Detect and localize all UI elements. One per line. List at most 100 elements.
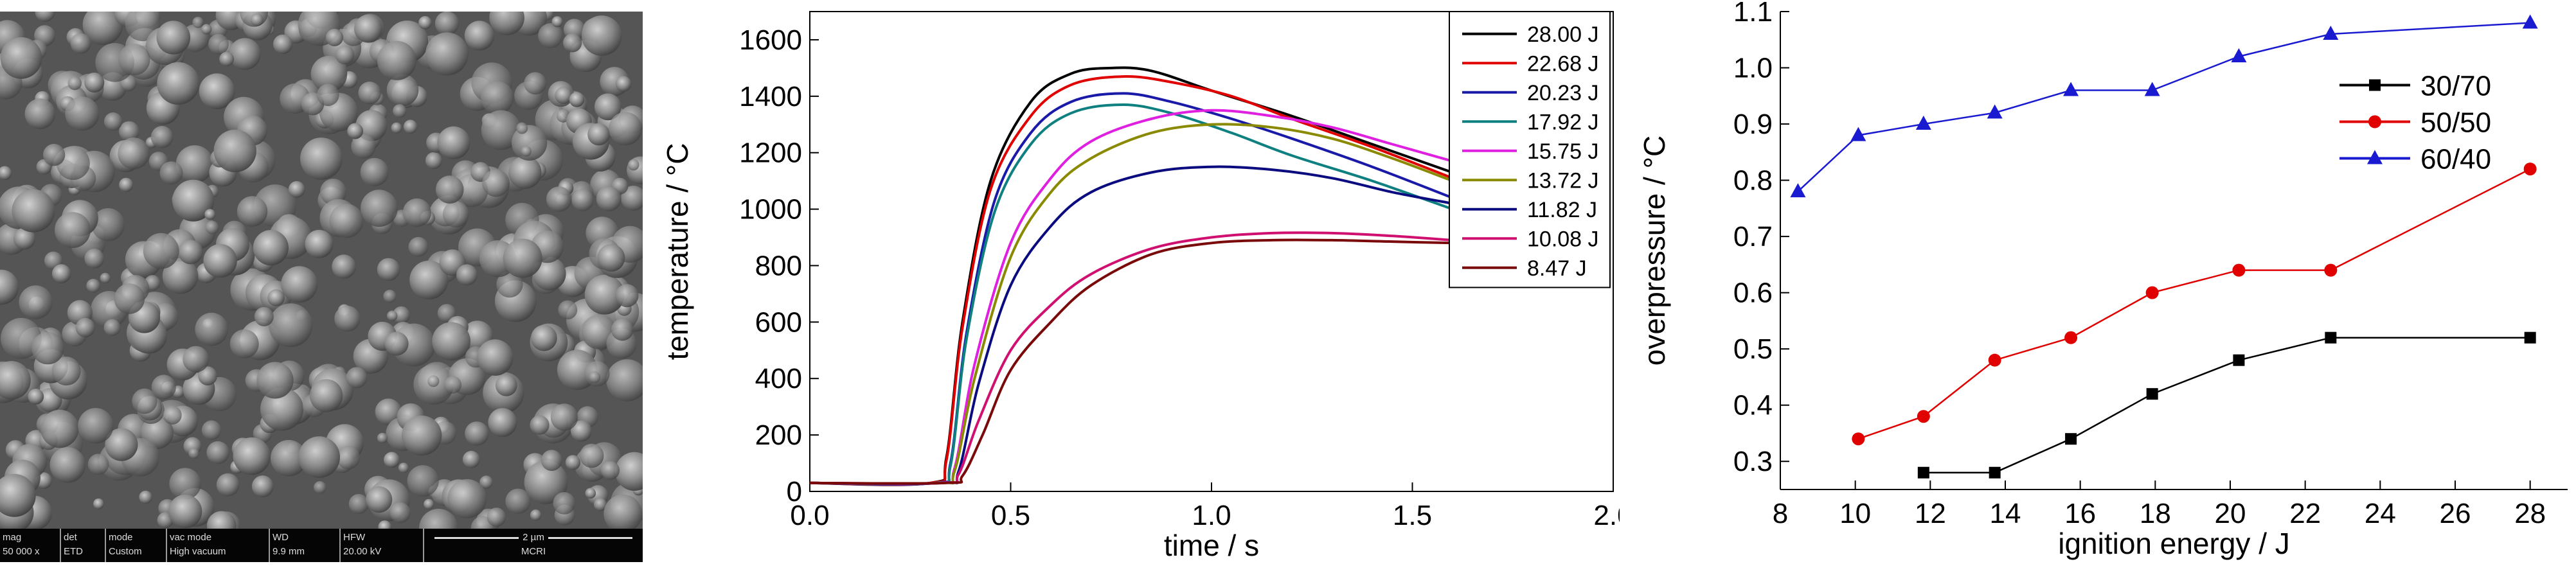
y-tick-label: 1000	[739, 194, 802, 225]
y-tick-label: 0.6	[1733, 278, 1773, 309]
sem-label-hfw: HFW	[343, 532, 366, 543]
x-tick-label: 1.0	[1192, 500, 1231, 531]
legend-marker-square	[2369, 79, 2381, 91]
series-line-1	[1857, 168, 2531, 440]
legend-label-7: 10.08 J	[1527, 227, 1599, 251]
data-point-triangle	[1850, 127, 1866, 141]
x-axis-label: time / s	[1164, 529, 1259, 562]
y-tick-label: 0	[787, 476, 802, 507]
sem-value-mode: Custom	[109, 546, 142, 557]
data-point-triangle	[2323, 26, 2339, 40]
data-point-square	[2233, 354, 2245, 366]
sem-label-mag: mag	[3, 532, 22, 543]
sem-info-wd: WD 9.9 mm	[270, 529, 341, 562]
data-point-square	[1989, 466, 2001, 479]
y-tick-label: 1.0	[1733, 53, 1773, 84]
data-point-square	[1917, 466, 1929, 479]
data-point-circle	[2324, 263, 2338, 277]
series-line-0	[809, 66, 1453, 486]
data-point-circle	[2145, 286, 2159, 299]
sem-label-det: det	[64, 532, 77, 543]
legend-label-1: 50/50	[2420, 107, 2491, 138]
overpressure-chart: 8 10 12 14 16 18 20 22 24 26 28 0.3 0.4 0.5 0.6 0.7 0.8 0…	[1638, 0, 2568, 560]
sem-info-scale: 2 µm MCRI	[424, 529, 643, 562]
y-tick-label: 0.5	[1733, 333, 1773, 365]
x-tick-label: 18	[2140, 498, 2171, 529]
data-point-circle	[1917, 410, 1930, 423]
sem-image	[0, 12, 643, 562]
y-tick-label: 1400	[739, 81, 802, 112]
data-point-triangle	[1915, 116, 1931, 130]
legend-marker-circle	[2368, 115, 2381, 128]
data-point-triangle	[2231, 48, 2247, 63]
x-tick-label: 24	[2365, 498, 2396, 529]
x-tick-label: 20	[2215, 498, 2246, 529]
legend-label-1: 22.68 J	[1527, 51, 1599, 76]
data-point-square	[2524, 331, 2536, 344]
x-tick-label: 2.0	[1593, 500, 1620, 531]
x-tick-label: 12	[1915, 498, 1946, 529]
data-point-square	[2065, 433, 2077, 445]
series-line-8	[809, 238, 1453, 485]
x-tick-label: 0.0	[790, 500, 829, 531]
data-point-circle	[2232, 263, 2246, 277]
series-line-2	[809, 92, 1453, 486]
sem-info-vac: vac mode High vacuum	[167, 529, 270, 562]
legend-label-4: 15.75 J	[1527, 139, 1599, 164]
sem-value-hfw: 20.00 kV	[343, 546, 382, 557]
legend-label-3: 17.92 J	[1527, 110, 1599, 134]
sem-scale-label: 2 µm	[519, 532, 548, 543]
sem-info-mag: mag 50 000 x	[0, 529, 61, 562]
sem-label-vac: vac mode	[170, 532, 212, 543]
data-point-triangle	[2063, 82, 2079, 96]
data-point-triangle	[2144, 82, 2160, 96]
series-line-3	[809, 103, 1453, 486]
y-axis-label: temperature / °C	[661, 143, 694, 360]
y-tick-label: 1.1	[1733, 0, 1773, 28]
legend-label-8: 8.47 J	[1527, 256, 1587, 281]
legend-label-0: 28.00 J	[1527, 22, 1599, 47]
legend-label-2: 20.23 J	[1527, 81, 1599, 105]
x-axis-label: ignition energy / J	[2058, 527, 2290, 560]
y-tick-label: 400	[755, 363, 802, 394]
data-point-square	[2146, 388, 2158, 400]
x-tick-label: 1.5	[1393, 500, 1432, 531]
data-point-circle	[2064, 331, 2078, 344]
data-point-triangle	[1987, 104, 2003, 119]
y-tick-label: 200	[755, 419, 802, 451]
x-tick-label: 10	[1839, 498, 1871, 529]
x-tick-label: 8	[1773, 498, 1788, 529]
data-point-triangle	[1790, 183, 1806, 198]
sem-label-mode: mode	[109, 532, 133, 543]
temperature-chart: 0.0 0.5 1.0 1.5 2.0 0 200 400 600 800 1000 1200 1400…	[661, 11, 1620, 562]
y-tick-label: 0.8	[1733, 165, 1773, 197]
sem-info-mode: mode Custom	[106, 529, 167, 562]
sem-label-wd: WD	[273, 532, 289, 543]
y-tick-label: 1200	[739, 137, 802, 169]
data-point-circle	[1988, 353, 2001, 367]
series-line-4	[809, 109, 1453, 486]
legend-label-0: 30/70	[2420, 70, 2491, 101]
y-tick-label: 0.3	[1733, 446, 1773, 477]
x-tick-label: 0.5	[991, 500, 1030, 531]
legend-label-5: 13.72 J	[1527, 168, 1599, 193]
data-point-circle	[2523, 163, 2537, 176]
y-tick-label: 0.4	[1733, 390, 1773, 421]
y-tick-label: 800	[755, 250, 802, 281]
x-tick-label: 28	[2514, 498, 2546, 529]
series-line-6	[809, 165, 1453, 486]
y-tick-label: 600	[755, 306, 802, 338]
y-axis-label: overpressure / °C	[1638, 136, 1671, 366]
sem-info-hfw: HFW 20.00 kV	[341, 529, 424, 562]
sem-info-bar: mag 50 000 x det ETD mode Custom vac mod…	[0, 529, 643, 562]
data-point-triangle	[2522, 14, 2538, 29]
sem-micrograph: mag 50 000 x det ETD mode Custom vac mod…	[0, 12, 643, 562]
series-line-0	[1923, 337, 2530, 473]
y-tick-label: 1600	[739, 24, 802, 56]
series-line-5	[809, 123, 1453, 486]
x-tick-label: 26	[2440, 498, 2471, 529]
series-line-7	[809, 231, 1453, 485]
sem-institution: MCRI	[521, 546, 546, 557]
data-point-square	[2325, 331, 2337, 344]
sem-value-mag: 50 000 x	[3, 546, 40, 557]
